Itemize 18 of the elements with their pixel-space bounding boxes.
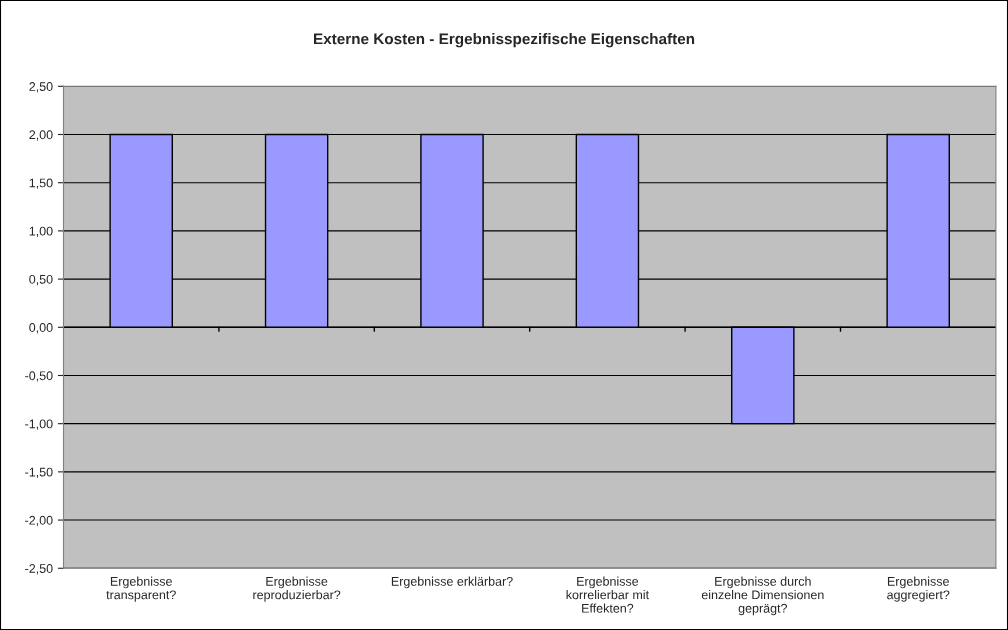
x-tick-label: Ergebnisse korrelierbar mit Effekten? — [566, 576, 649, 613]
x-tick-label: Ergebnisse aggregiert? — [887, 576, 950, 602]
y-tick-label: -0,50 — [25, 371, 53, 382]
y-tick-label: -2,50 — [25, 564, 53, 575]
y-tick-label: -1,00 — [25, 419, 53, 430]
x-tick-label: Ergebnisse transparent? — [106, 576, 176, 602]
y-tick-label: 2,50 — [29, 82, 53, 93]
y-tick-label: 1,50 — [29, 178, 53, 189]
y-tick-label: 0,50 — [29, 274, 53, 286]
y-tick-label: 1,00 — [29, 226, 53, 238]
x-tick-label: Ergebnisse reproduzierbar? — [253, 576, 341, 602]
x-tick-label: Ergebnisse erklärbar? — [391, 576, 513, 589]
y-tick-label: -2,00 — [25, 515, 53, 527]
y-tick-label: 2,00 — [29, 130, 53, 141]
y-tick-label: 0,00 — [29, 323, 53, 334]
y-tick-label: -1,50 — [25, 467, 53, 478]
x-tick-label: Ergebnisse durch einzelne Dimensionen geprägt? — [701, 576, 824, 616]
chart-title: Externe Kosten - Ergebnisspezifische Eigenschaften — [314, 33, 695, 48]
